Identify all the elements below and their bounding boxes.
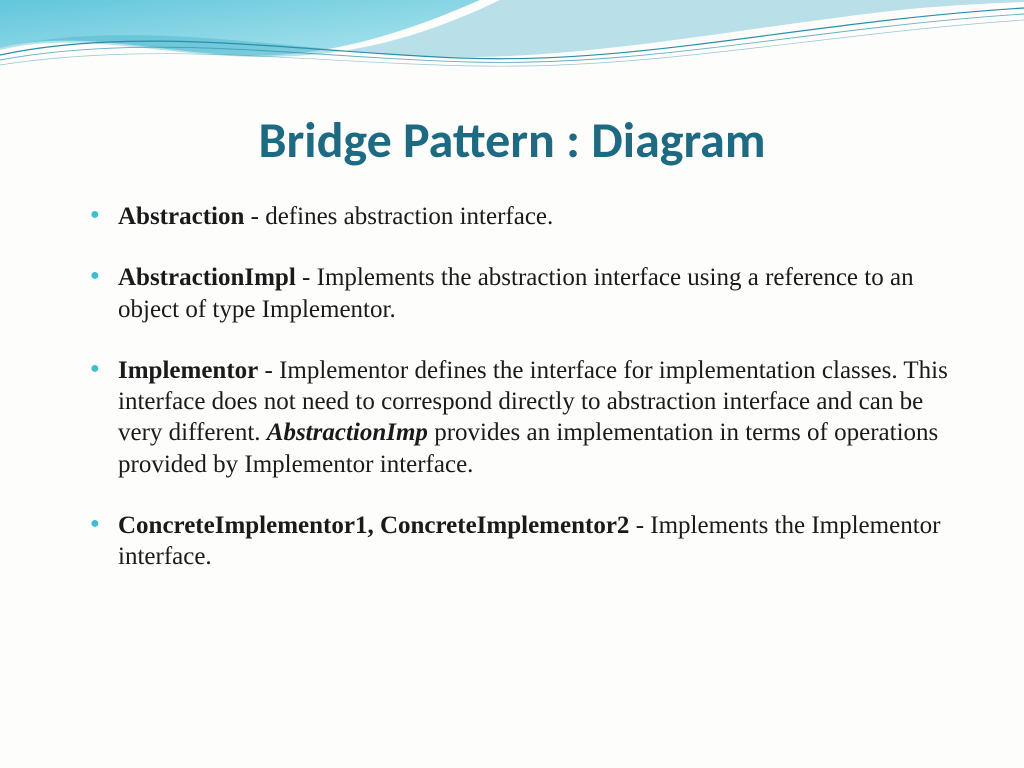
list-item: Abstraction - defines abstraction interf…: [90, 201, 964, 232]
term: ConcreteImplementor1, ConcreteImplemento…: [118, 512, 629, 539]
term: Abstraction: [118, 203, 244, 230]
slide-content: Bridge Pattern : Diagram Abstraction - d…: [0, 0, 1024, 572]
inline-term: AbstractionImp: [267, 419, 428, 446]
description: - defines abstraction interface.: [244, 203, 553, 230]
list-item: ConcreteImplementor1, ConcreteImplemento…: [90, 510, 964, 573]
bullet-list: Abstraction - defines abstraction interf…: [60, 201, 964, 572]
term: Implementor: [118, 357, 258, 384]
list-item: Implementor - Implementor defines the in…: [90, 355, 964, 480]
slide-title: Bridge Pattern : Diagram: [60, 110, 964, 171]
list-item: AbstractionImpl - Implements the abstrac…: [90, 262, 964, 325]
term: AbstractionImpl: [118, 264, 296, 291]
